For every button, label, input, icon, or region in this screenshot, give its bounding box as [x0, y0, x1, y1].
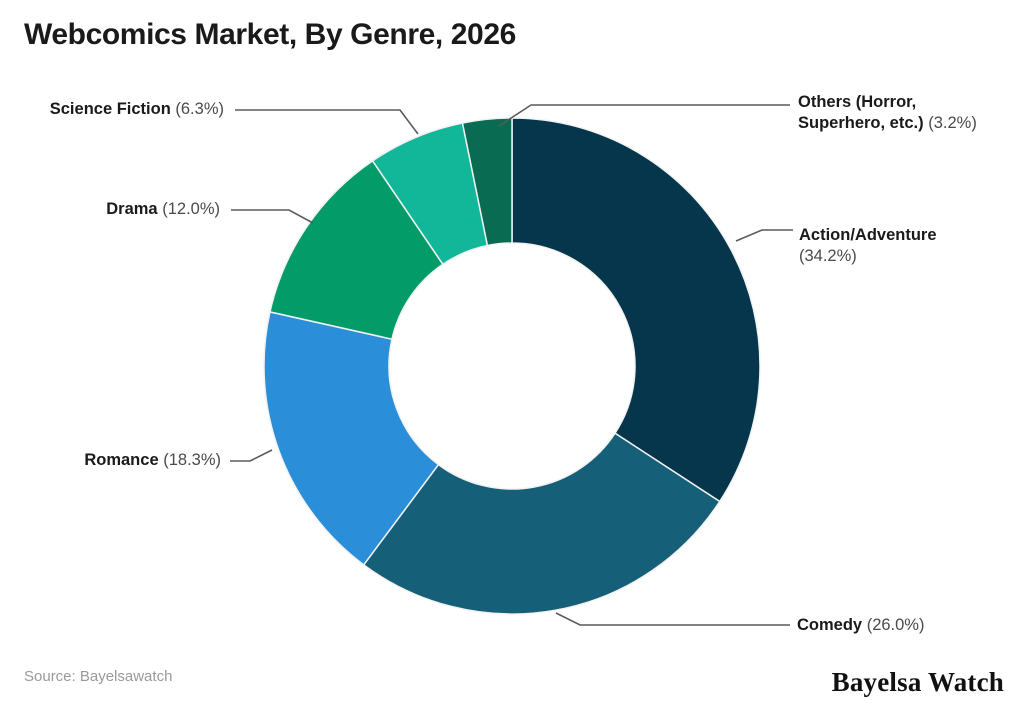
slice-value-romance: (18.3%) — [163, 451, 221, 469]
slice-label-science-fiction-name: Science Fiction — [49, 100, 171, 118]
slice-label-romance: Romance (18.3%) — [84, 450, 221, 471]
slice-label-comedy-name: Comedy — [797, 616, 863, 634]
donut-slice-comedy[interactable] — [362, 432, 721, 615]
slice-value-comedy: (26.0%) — [866, 616, 925, 634]
donut-slice-others-horror-superhero-etc[interactable] — [461, 117, 513, 247]
slice-label-others: Others (Horror, Superhero, etc.) (3.2%) — [798, 92, 977, 134]
leader-line-comedy — [555, 612, 790, 626]
leader-lines — [230, 104, 793, 626]
leader-line-scifi — [235, 109, 419, 135]
donut-slices — [263, 117, 761, 615]
slice-label-others-line1: Others (Horror, — [798, 93, 917, 111]
donut-slice-romance[interactable] — [263, 311, 440, 566]
slice-label-romance-name: Romance — [84, 451, 159, 469]
leader-line-drama — [231, 209, 314, 224]
source-note: Source: Bayelsawatch — [24, 668, 173, 685]
slice-value-science-fiction: (6.3%) — [175, 100, 224, 118]
slice-label-science-fiction: Science Fiction (6.3%) — [50, 99, 224, 120]
leader-line-action — [735, 229, 793, 242]
page-title: Webcomics Market, By Genre, 2026 — [24, 18, 516, 51]
slice-value-others: (3.2%) — [928, 114, 977, 132]
slice-label-comedy: Comedy (26.0%) — [797, 615, 924, 636]
slice-label-drama-name: Drama — [106, 200, 158, 218]
slice-value-drama: (12.0%) — [162, 200, 220, 218]
slice-label-others-line2: Superhero, etc.) — [798, 114, 924, 132]
brand-wordmark: Bayelsa Watch — [831, 667, 1004, 697]
leader-line-others — [498, 104, 790, 127]
donut-slice-action-adventure[interactable] — [511, 117, 761, 503]
slice-label-action-adventure: Action/Adventure (34.2%) — [799, 225, 937, 267]
leader-line-romance — [230, 449, 273, 462]
slice-value-action-adventure: (34.2%) — [799, 247, 857, 265]
slice-label-drama: Drama (12.0%) — [106, 199, 220, 220]
slice-label-action-adventure-name: Action/Adventure — [799, 226, 937, 244]
